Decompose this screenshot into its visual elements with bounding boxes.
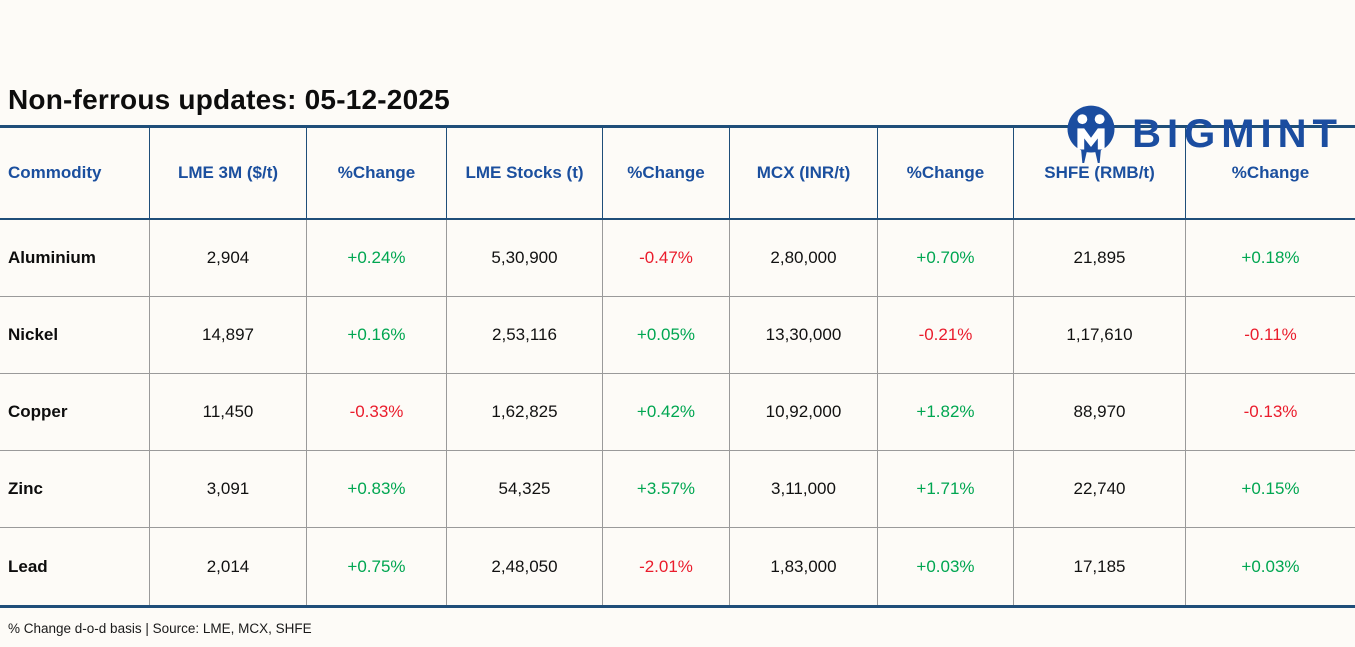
value-cell: 14,897 (150, 297, 307, 374)
value-cell: 3,11,000 (730, 451, 878, 528)
value-cell: 1,17,610 (1014, 297, 1186, 374)
value-cell: 13,30,000 (730, 297, 878, 374)
table-row: Aluminium 2,904 +0.24% 5,30,900 -0.47% 2,80,0… (0, 220, 1355, 297)
change-cell: -0.33% (307, 374, 447, 451)
value-cell: 54,325 (447, 451, 603, 528)
value-cell: 17,185 (1014, 528, 1186, 605)
header-cell: %Change (1186, 128, 1355, 220)
commodity-cell: Aluminium (0, 220, 150, 297)
value-cell: 10,92,000 (730, 374, 878, 451)
change-cell: -0.21% (878, 297, 1014, 374)
value-cell: 2,48,050 (447, 528, 603, 605)
value-cell: 2,904 (150, 220, 307, 297)
value-cell: 3,091 (150, 451, 307, 528)
change-cell: -0.13% (1186, 374, 1355, 451)
header-cell: MCX (INR/t) (730, 128, 878, 220)
commodity-cell: Zinc (0, 451, 150, 528)
brand-logo: BIGMINT (1060, 100, 1343, 168)
value-cell: 2,80,000 (730, 220, 878, 297)
header-cell: %Change (307, 128, 447, 220)
change-cell: +0.42% (603, 374, 730, 451)
value-cell: 5,30,900 (447, 220, 603, 297)
change-cell: +0.15% (1186, 451, 1355, 528)
change-cell: -2.01% (603, 528, 730, 605)
value-cell: 2,014 (150, 528, 307, 605)
value-cell: 22,740 (1014, 451, 1186, 528)
commodity-cell: Nickel (0, 297, 150, 374)
table-header-row: Commodity LME 3M ($/t) %Change LME Stocks (… (0, 128, 1355, 220)
header-cell: LME Stocks (t) (447, 128, 603, 220)
change-cell: +0.05% (603, 297, 730, 374)
change-cell: +0.16% (307, 297, 447, 374)
change-cell: +0.83% (307, 451, 447, 528)
table-row: Lead 2,014 +0.75% 2,48,050 -2.01% 1,83,000 +0.… (0, 528, 1355, 605)
table-header: Commodity LME 3M ($/t) %Change LME Stocks (… (0, 128, 1355, 220)
header-cell: %Change (603, 128, 730, 220)
header-cell: SHFE (RMB/t) (1014, 128, 1186, 220)
change-cell: +3.57% (603, 451, 730, 528)
bigmint-logo-icon (1060, 100, 1122, 168)
value-cell: 21,895 (1014, 220, 1186, 297)
table-body: Aluminium 2,904 +0.24% 5,30,900 -0.47% 2,80,0… (0, 220, 1355, 605)
commodity-cell: Copper (0, 374, 150, 451)
commodity-cell: Lead (0, 528, 150, 605)
table-row: Zinc 3,091 +0.83% 54,325 +3.57% 3,11,000 +1.71… (0, 451, 1355, 528)
commodity-price-table: Commodity LME 3M ($/t) %Change LME Stocks (… (0, 125, 1355, 608)
change-cell: +0.18% (1186, 220, 1355, 297)
value-cell: 88,970 (1014, 374, 1186, 451)
change-cell: +0.70% (878, 220, 1014, 297)
header-cell: Commodity (0, 128, 150, 220)
change-cell: -0.47% (603, 220, 730, 297)
change-cell: +0.03% (1241, 556, 1300, 576)
value-cell: 1,83,000 (730, 528, 878, 605)
source-footnote: % Change d-o-d basis | Source: LME, MCX,… (8, 621, 312, 636)
header-cell: %Change (878, 128, 1014, 220)
change-cell: -0.11% (1186, 297, 1355, 374)
change-cell: +1.82% (878, 374, 1014, 451)
table-row: Copper 11,450 -0.33% 1,62,825 +0.42% 10,92,00… (0, 374, 1355, 451)
change-cell: +0.03% (878, 528, 1014, 605)
change-cell: +0.24% (307, 220, 447, 297)
value-cell: 1,62,825 (447, 374, 603, 451)
value-cell: 2,53,116 (447, 297, 603, 374)
change-cell: +1.71% (878, 451, 1014, 528)
page-title: Non-ferrous updates: 05-12-2025 (8, 84, 450, 115)
change-cell: +0.75% (307, 528, 447, 605)
brand-wordmark: BIGMINT (1132, 111, 1343, 156)
table-row: Nickel 14,897 +0.16% 2,53,116 +0.05% 13,30,00… (0, 297, 1355, 374)
header-cell: LME 3M ($/t) (150, 128, 307, 220)
value-cell: 11,450 (150, 374, 307, 451)
